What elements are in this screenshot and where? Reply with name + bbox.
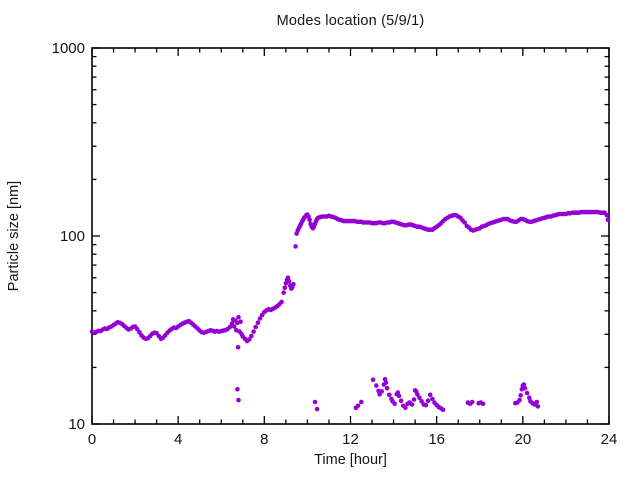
tick-labels: 0 4 8 12 16 20 24 10 100 1000 [52, 40, 618, 448]
series-main-mode [89, 209, 611, 344]
y-tick-label: 10 [68, 416, 85, 433]
x-tick-label: 0 [88, 431, 96, 448]
x-axis-label: Time [hour] [314, 452, 387, 468]
x-tick-label: 24 [601, 431, 618, 448]
x-tick-label: 12 [342, 431, 359, 448]
axis-ticks [91, 47, 610, 425]
y-tick-label: 100 [60, 228, 85, 245]
x-tick-label: 8 [260, 431, 268, 448]
y-tick-label: 1000 [52, 40, 85, 57]
series-low-modes [235, 345, 541, 413]
plot-frame [91, 47, 610, 425]
x-tick-label: 20 [514, 431, 531, 448]
x-tick-label: 16 [428, 431, 445, 448]
x-tick-label: 4 [174, 431, 182, 448]
chart-title: Modes location (5/9/1) [276, 13, 425, 29]
